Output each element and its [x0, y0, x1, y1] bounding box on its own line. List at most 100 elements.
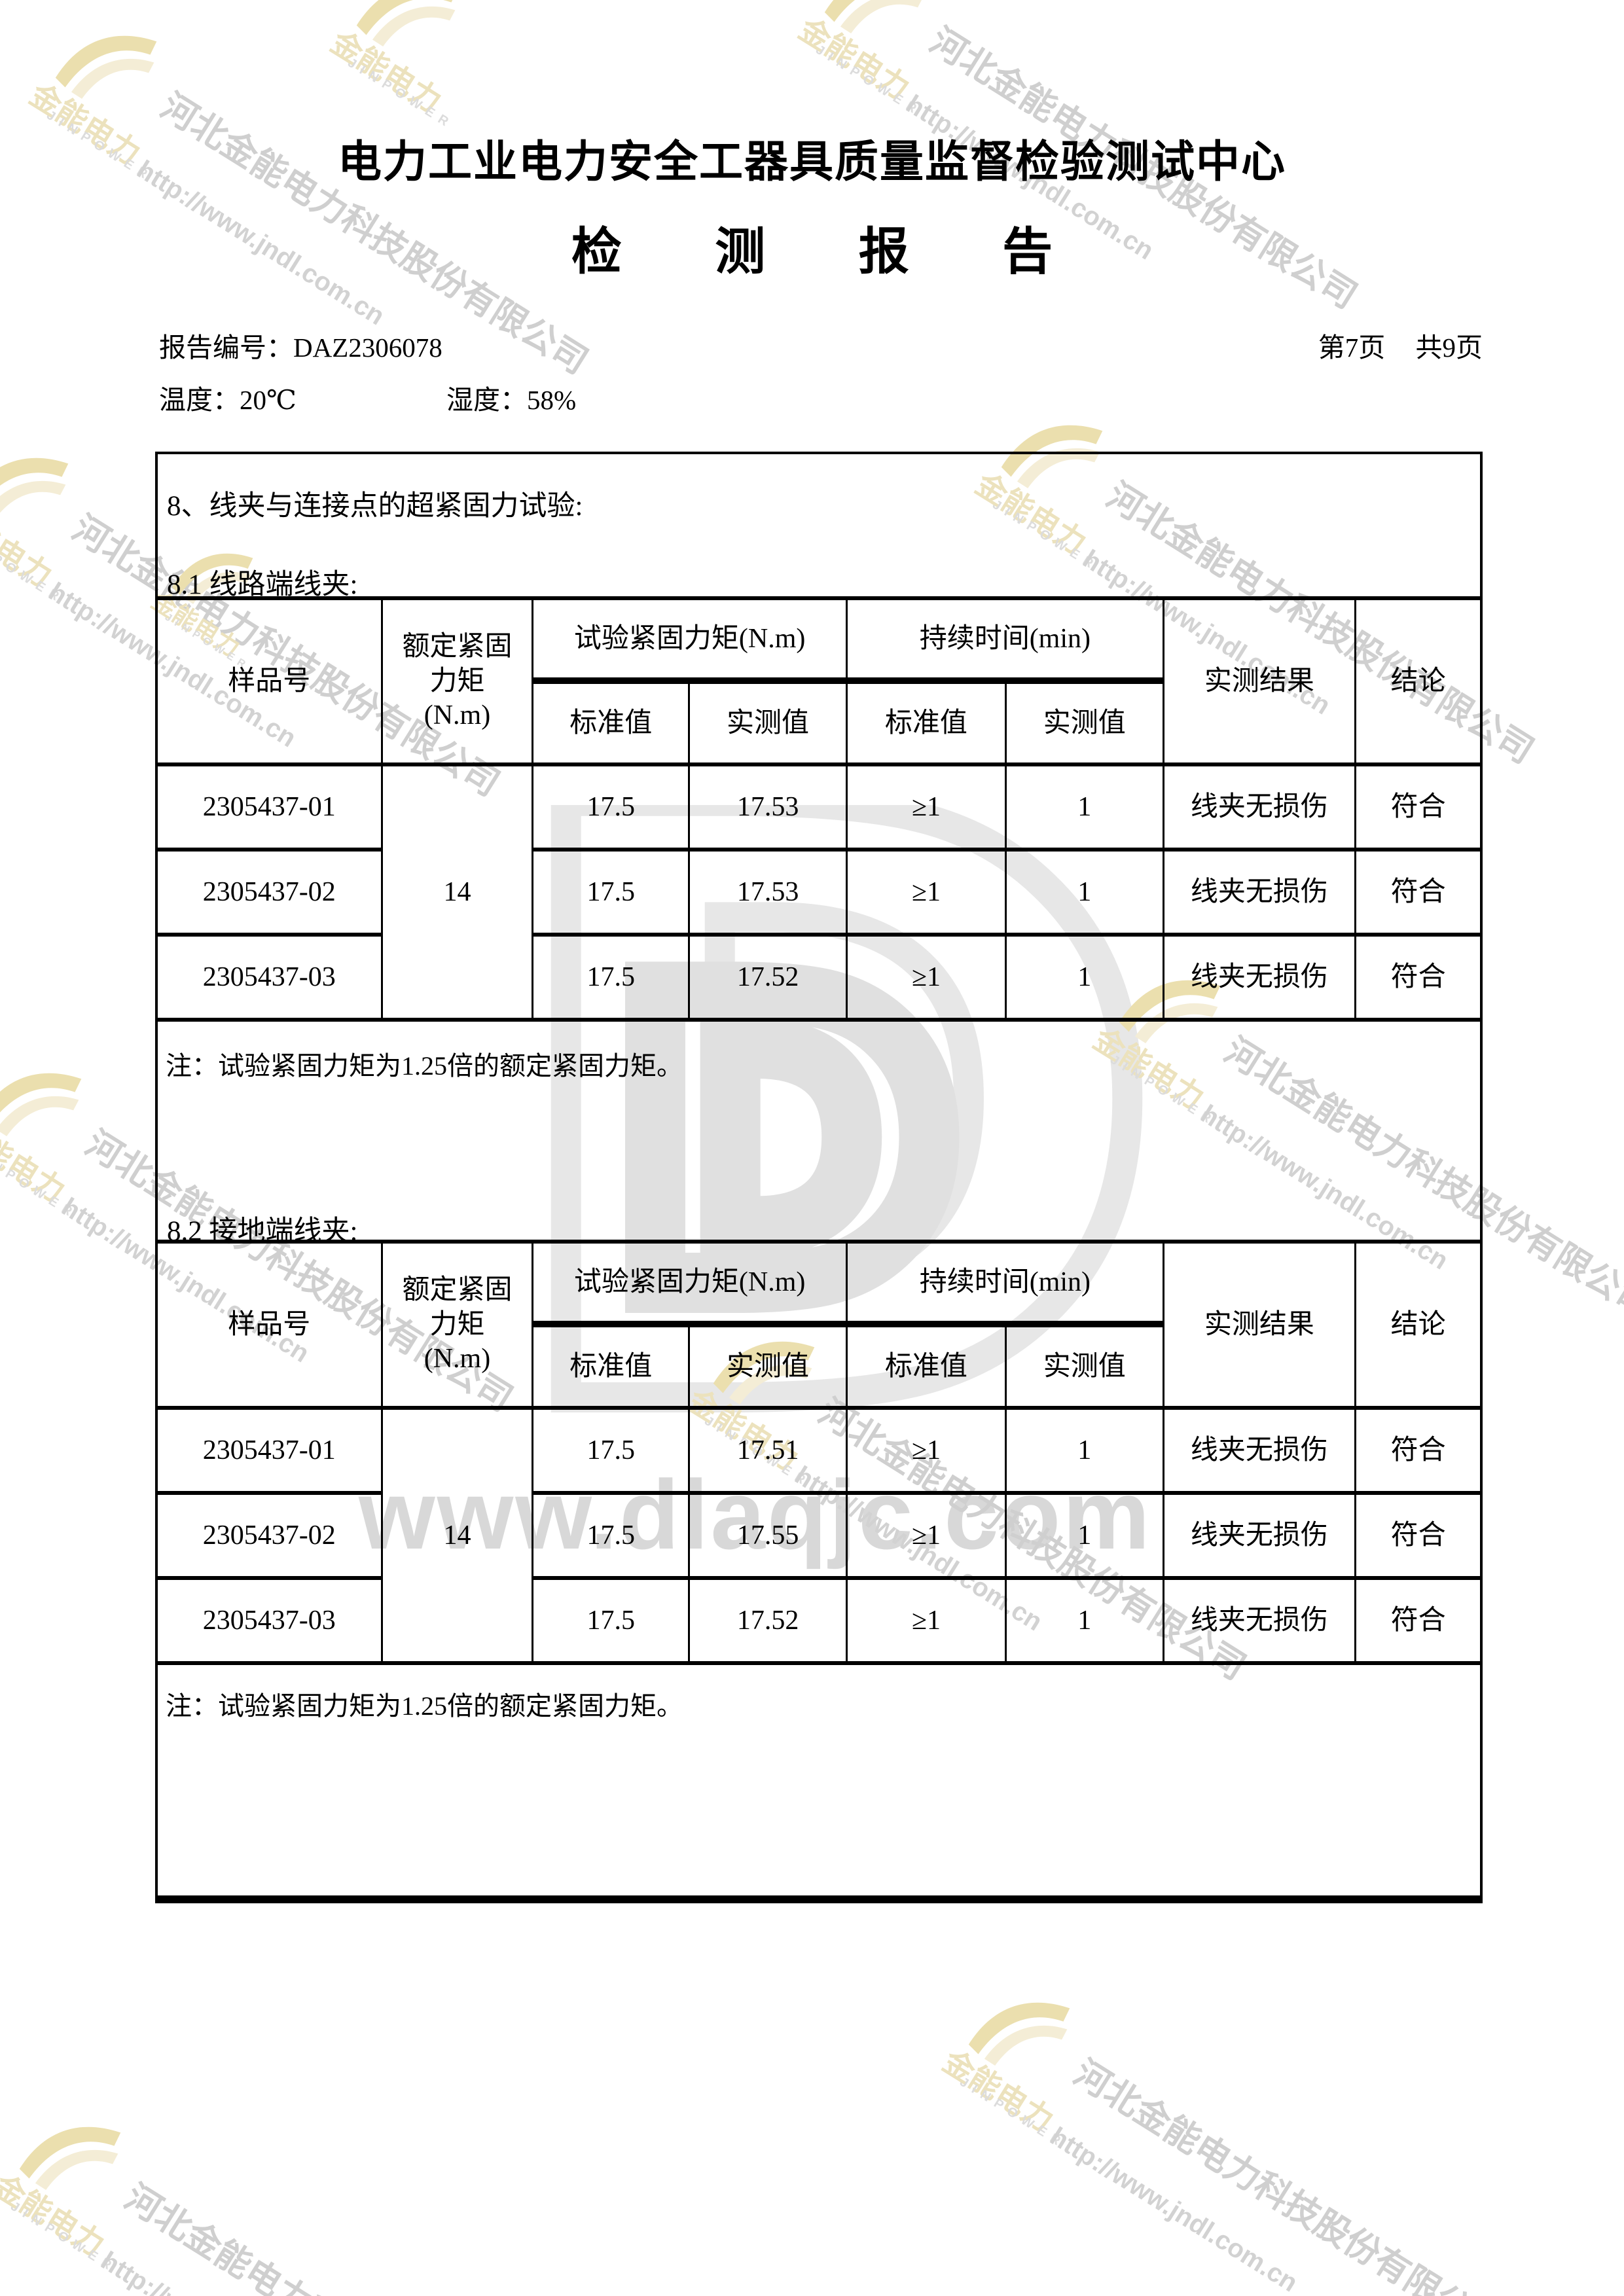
- cell-duration-standard: ≥1: [845, 762, 1007, 852]
- table-row: 2305437-02 17.5 17.55 ≥1 1 线夹无损伤 符合: [155, 1491, 1483, 1580]
- col-header-sample-no: 样品号: [155, 596, 383, 766]
- humidity-value: 58%: [527, 385, 577, 415]
- cell-conclusion: 符合: [1354, 933, 1483, 1022]
- cell-duration-measured: 1: [1004, 1576, 1164, 1665]
- cell-sample-no: 2305437-02: [155, 1491, 383, 1580]
- col-header-test-torque: 试验紧固力矩(N.m): [532, 596, 848, 683]
- rated-torque-line2: 力矩: [429, 1309, 485, 1340]
- cell-measured: 17.51: [688, 1406, 848, 1495]
- cell-sample-no: 2305437-03: [155, 933, 383, 1022]
- cell-duration-standard: ≥1: [845, 848, 1007, 937]
- cell-rated-torque: 14: [380, 762, 534, 1022]
- cell-conclusion: 符合: [1354, 848, 1483, 937]
- jinpower-swoosh-icon: [0, 1073, 82, 1137]
- cell-sample-no: 2305437-01: [155, 762, 383, 852]
- report-number-value: DAZ2306078: [293, 332, 442, 363]
- section-8-1-heading: 8.1 线路端线夹:: [167, 569, 358, 600]
- jinpower-swoosh-icon: [19, 2126, 121, 2191]
- cell-standard: 17.5: [532, 848, 691, 937]
- cell-result: 线夹无损伤: [1162, 1406, 1357, 1495]
- rated-torque-line1: 额定紧固: [402, 632, 513, 662]
- table-row: 2305437-03 17.5 17.52 ≥1 1 线夹无损伤 符合: [155, 1576, 1483, 1665]
- col-header-result: 实测结果: [1162, 1240, 1357, 1410]
- cell-duration-standard: ≥1: [845, 1576, 1007, 1665]
- cell-sample-no: 2305437-02: [155, 848, 383, 937]
- col-header-standard: 标准值: [845, 1321, 1007, 1410]
- cell-standard: 17.5: [532, 762, 691, 852]
- table-row: 2305437-01 14 17.5 17.51 ≥1 1 线夹无损伤 符合: [155, 1406, 1483, 1665]
- table1-note: 注：试验紧固力矩为1.25倍的额定紧固力矩。: [166, 1051, 683, 1081]
- col-header-standard: 标准值: [845, 677, 1007, 766]
- page-total: 共9页: [1415, 332, 1483, 363]
- humidity-label: 湿度：: [446, 385, 527, 415]
- jinpower-swoosh-icon: [356, 0, 458, 47]
- jinpower-swoosh-icon: [824, 0, 926, 34]
- cell-result: 线夹无损伤: [1162, 1576, 1357, 1665]
- report-number-line: 报告编号：DAZ2306078: [159, 325, 442, 365]
- rated-torque-line3: (N.m): [424, 700, 491, 731]
- col-header-standard: 标准值: [532, 1321, 691, 1410]
- rated-torque-line1: 额定紧固: [402, 1275, 513, 1306]
- cell-duration-measured: 1: [1004, 762, 1164, 852]
- col-header-conclusion: 结论: [1354, 596, 1483, 766]
- jinpower-swoosh-icon: [968, 2002, 1070, 2066]
- content-border-box: 8、线夹与连接点的超紧固力试验: 8.1 线路端线夹: 样品号 额定紧固 力矩 …: [155, 452, 1483, 1903]
- col-header-rated-torque: 额定紧固 力矩 (N.m): [380, 1240, 534, 1410]
- cell-duration-measured: 1: [1004, 933, 1164, 1022]
- table-header-row-2: 标准值 实测值 标准值 实测值: [156, 677, 1481, 766]
- page-current: 第7页: [1318, 332, 1386, 363]
- cell-conclusion: 符合: [1354, 762, 1483, 852]
- rated-torque-line2: 力矩: [429, 666, 485, 696]
- cell-duration-standard: ≥1: [845, 1406, 1007, 1495]
- cell-result: 线夹无损伤: [1162, 762, 1357, 852]
- table-header-row-1: 样品号 额定紧固 力矩 (N.m) 试验紧固力矩(N.m) 持续时间(min) …: [155, 1240, 1483, 1410]
- cell-measured: 17.53: [688, 848, 848, 937]
- report-title: 检测报告: [571, 224, 1146, 280]
- cell-standard: 17.5: [532, 1576, 691, 1665]
- table2-note: 注：试验紧固力矩为1.25倍的额定紧固力矩。: [166, 1691, 683, 1721]
- temperature-label: 温度：: [159, 385, 240, 415]
- jinpower-swoosh-icon: [171, 553, 253, 604]
- jinpower-swoosh-icon: [55, 35, 157, 99]
- cell-duration-standard: ≥1: [845, 933, 1007, 1022]
- temperature-value: 20℃: [240, 385, 297, 415]
- cell-duration-measured: 1: [1004, 1491, 1164, 1580]
- table-header-row-1: 样品号 额定紧固 力矩 (N.m) 试验紧固力矩(N.m) 持续时间(min) …: [155, 596, 1483, 766]
- humidity-line: 湿度：58%: [446, 378, 576, 417]
- cell-conclusion: 符合: [1354, 1406, 1483, 1495]
- org-title: 电力工业电力安全工器具质量监督检验测试中心: [338, 138, 1286, 187]
- temperature-line: 温度：20℃: [159, 378, 297, 417]
- cell-standard: 17.5: [532, 933, 691, 1022]
- rated-torque-line3: (N.m): [424, 1344, 491, 1374]
- col-header-conclusion: 结论: [1354, 1240, 1483, 1410]
- col-header-duration: 持续时间(min): [845, 596, 1164, 683]
- table-header-row-2: 标准值 实测值 标准值 实测值: [156, 1321, 1481, 1410]
- ground-end-clamp-table: 样品号 额定紧固 力矩 (N.m) 试验紧固力矩(N.m) 持续时间(min) …: [155, 1240, 1483, 1665]
- cell-conclusion: 符合: [1354, 1576, 1483, 1665]
- cell-conclusion: 符合: [1354, 1491, 1483, 1580]
- table-row: 2305437-02 17.5 17.53 ≥1 1 线夹无损伤 符合: [155, 848, 1483, 937]
- col-header-result: 实测结果: [1162, 596, 1357, 766]
- col-header-measured: 实测值: [1004, 1321, 1164, 1410]
- cell-duration-standard: ≥1: [845, 1491, 1007, 1580]
- section-8-heading: 8、线夹与连接点的超紧固力试验:: [167, 491, 583, 522]
- cell-measured: 17.55: [688, 1491, 848, 1580]
- cell-result: 线夹无损伤: [1162, 933, 1357, 1022]
- col-header-sample-no: 样品号: [155, 1240, 383, 1410]
- jinpower-swoosh-icon: [0, 457, 69, 522]
- col-header-measured: 实测值: [688, 1321, 848, 1410]
- jinpower-swoosh-icon: [1001, 425, 1103, 489]
- table-row: 2305437-01 14 17.5 17.53 ≥1 1 线夹无损伤 符合: [155, 762, 1483, 1022]
- cell-standard: 17.5: [532, 1491, 691, 1580]
- col-header-rated-torque: 额定紧固 力矩 (N.m): [380, 596, 534, 766]
- cell-measured: 17.53: [688, 762, 848, 852]
- report-number-label: 报告编号：: [159, 332, 293, 363]
- cell-measured: 17.52: [688, 1576, 848, 1665]
- table-row: 2305437-03 17.5 17.52 ≥1 1 线夹无损伤 符合: [155, 933, 1483, 1022]
- cell-rated-torque: 14: [380, 1406, 534, 1665]
- cell-standard: 17.5: [532, 1406, 691, 1495]
- page-indicator: 第7页 共9页: [1318, 325, 1483, 365]
- cell-sample-no: 2305437-01: [155, 1406, 383, 1495]
